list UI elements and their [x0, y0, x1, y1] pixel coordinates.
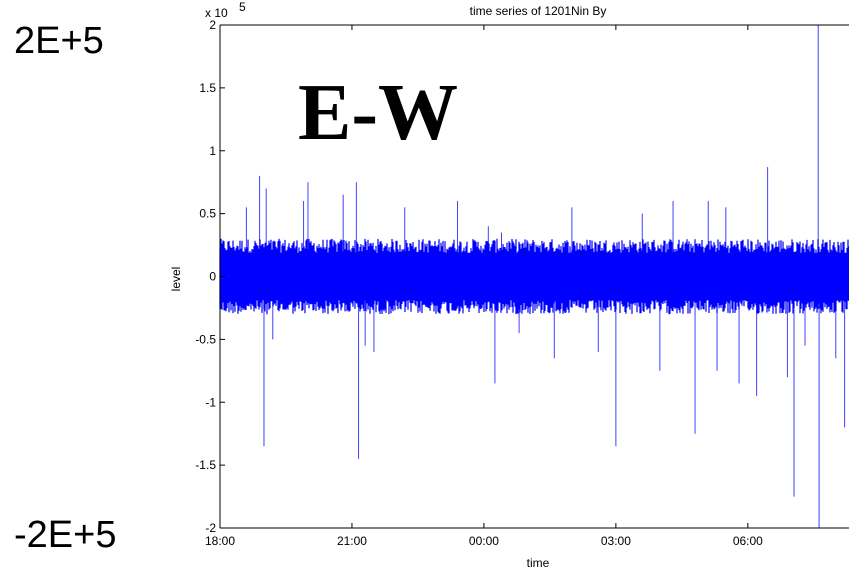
x-axis-label: time — [527, 556, 550, 570]
y-exponent-label: x 10 — [205, 6, 228, 20]
x-tick-label: 03:00 — [601, 534, 631, 548]
x-tick-label: 18:00 — [205, 534, 235, 548]
y-tick-label: -0.5 — [195, 332, 216, 346]
y-tick-label: -1.5 — [195, 458, 216, 472]
y-tick-label: 0 — [209, 270, 216, 284]
axes: -2 -1.5 -1 -0.5 0 0.5 1 1.5 2 18:00 21:00 00:00 03:0… — [195, 18, 849, 548]
chart-title: time series of 1201Nin By — [470, 4, 607, 18]
y-tick-label: 1 — [209, 144, 216, 158]
x-tick-label: 21:00 — [337, 534, 367, 548]
x-tick-label: 06:00 — [733, 534, 763, 548]
y-tick-label: 1.5 — [199, 81, 216, 95]
plot-area — [219, 25, 849, 528]
y-tick-label: -1 — [205, 395, 216, 409]
y-tick-label: 2 — [209, 18, 216, 32]
x-tick-label: 00:00 — [469, 534, 499, 548]
y-axis-label: level — [169, 267, 183, 292]
component-title: E-W — [298, 69, 458, 157]
y-max-annotation: 2E+5 — [14, 20, 104, 62]
y-tick-label: 0.5 — [199, 207, 216, 221]
y-tick-label: -2 — [205, 521, 216, 535]
y-min-annotation: -2E+5 — [14, 514, 117, 556]
y-exponent-power: 5 — [239, 0, 246, 14]
noise-band — [219, 238, 849, 315]
